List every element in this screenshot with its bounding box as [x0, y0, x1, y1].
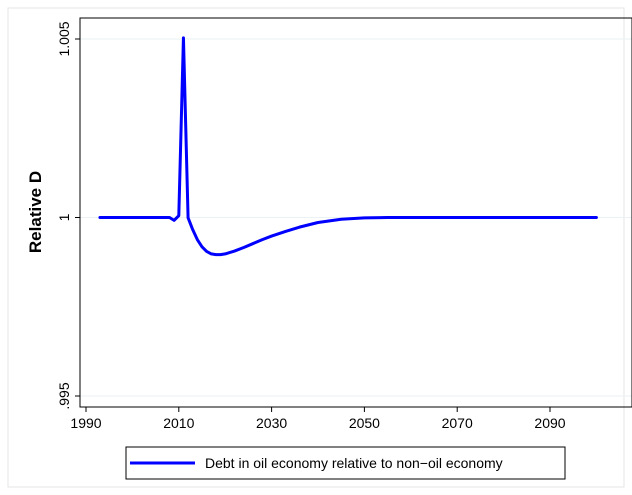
legend-label: Debt in oil economy relative to non−oil …	[205, 455, 503, 471]
y-tick-label: .995	[56, 382, 72, 409]
y-axis-label: Relative D	[26, 171, 45, 253]
legend-box	[125, 446, 566, 480]
y-tick-label: 1.005	[56, 21, 72, 56]
plot-frame	[79, 17, 632, 408]
x-tick-label: 2010	[163, 415, 194, 431]
x-tick-label: 2050	[349, 415, 380, 431]
x-tick-label: 2070	[442, 415, 473, 431]
x-tick-label: 2090	[534, 415, 565, 431]
y-tick-label: 1	[56, 213, 72, 221]
series-layer	[98, 36, 598, 257]
y-axis: .995 1 1.005	[56, 21, 80, 410]
x-axis: 1990 2010 2030 2050 2070 2090	[70, 407, 566, 431]
x-tick-label: 2030	[256, 415, 287, 431]
legend: Debt in oil economy relative to non−oil …	[125, 446, 566, 480]
x-tick-label: 1990	[70, 415, 101, 431]
series-line	[98, 36, 598, 257]
